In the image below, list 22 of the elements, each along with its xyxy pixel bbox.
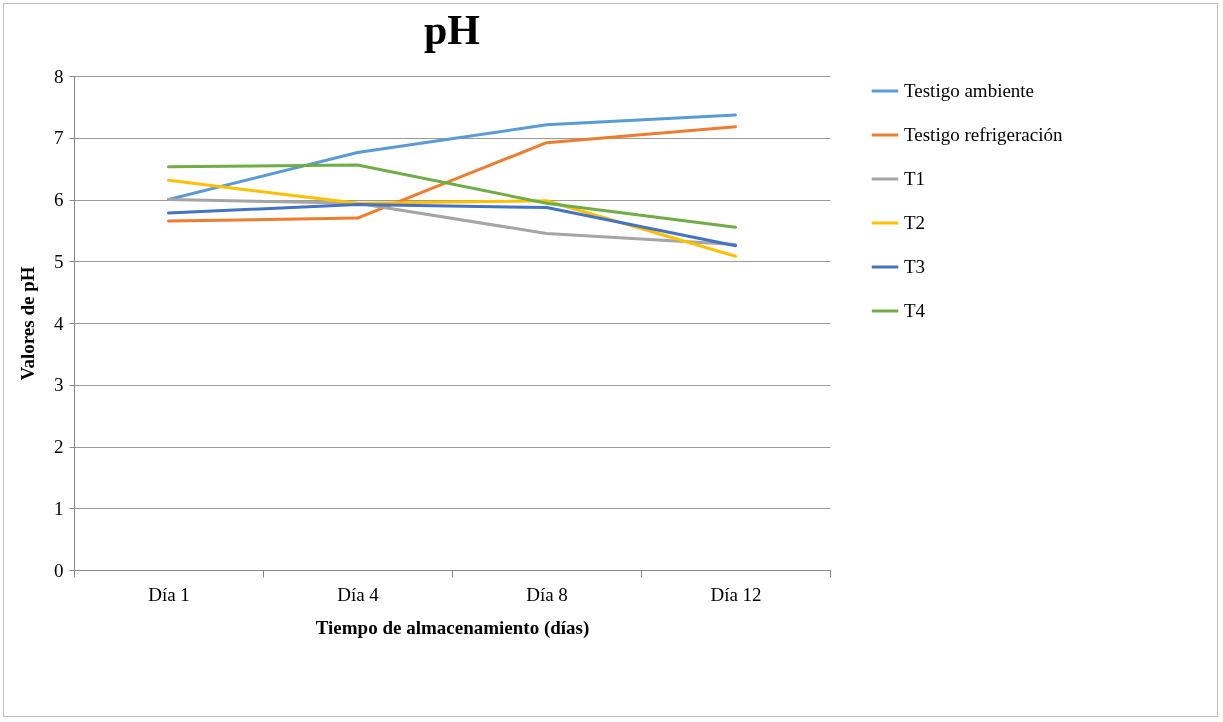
x-axis-title: Tiempo de almacenamiento (días) — [315, 616, 590, 639]
y-tick-label: 4 — [54, 312, 64, 334]
x-tick-label: Día 8 — [526, 583, 568, 605]
y-tick-label: 6 — [54, 189, 64, 210]
legend-label: Testigo ambiente — [904, 80, 1035, 101]
y-tick-label: 3 — [54, 374, 64, 396]
chart-title: pH — [423, 7, 481, 53]
y-tick-label: 2 — [54, 436, 64, 457]
x-tick-label: Día 1 — [148, 583, 190, 605]
x-tick-label: Día 12 — [710, 583, 762, 605]
y-tick-label: 1 — [54, 497, 64, 519]
y-tick-label: 8 — [54, 65, 64, 87]
y-tick-label: 0 — [54, 559, 64, 581]
y-tick-label: 5 — [54, 250, 64, 272]
y-axis-title: Valores de pH — [17, 266, 38, 381]
x-tick-label: Día 4 — [337, 583, 380, 605]
legend-label: T4 — [904, 300, 926, 321]
legend-label: T2 — [904, 212, 926, 233]
y-tick-label: 7 — [54, 127, 64, 149]
legend-label: T3 — [904, 256, 926, 277]
legend-label: Testigo refrigeración — [904, 124, 1064, 145]
legend-label: T1 — [904, 168, 926, 189]
